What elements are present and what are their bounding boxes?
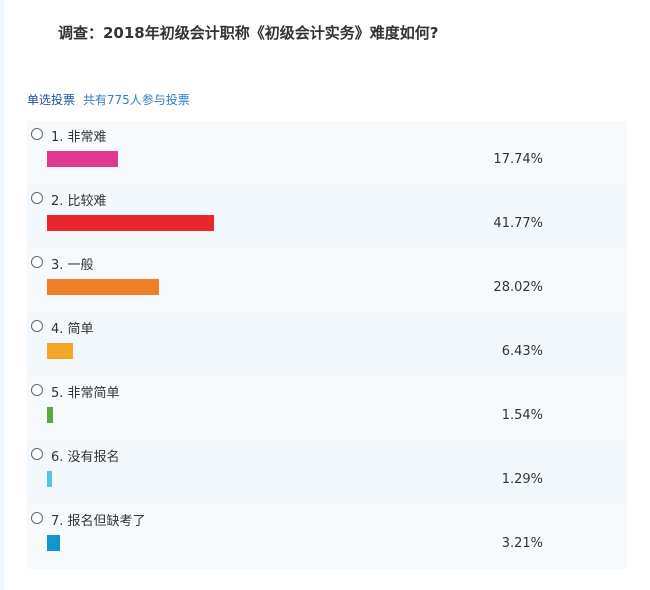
- poll-option-7[interactable]: 7. 报名但缺考了 3.21%: [27, 505, 627, 569]
- option-label: 3. 一般: [51, 258, 94, 273]
- option-percent: 28.02%: [493, 280, 543, 295]
- poll-option-1[interactable]: 1. 非常难 17.74%: [27, 121, 627, 185]
- option-percent: 1.29%: [501, 472, 543, 487]
- option-bar: [47, 215, 214, 231]
- option-bar: [47, 535, 60, 551]
- radio-button[interactable]: [31, 448, 43, 460]
- option-percent: 3.21%: [501, 536, 543, 551]
- radio-button[interactable]: [31, 128, 43, 140]
- poll-option-6[interactable]: 6. 没有报名 1.29%: [27, 441, 627, 505]
- option-percent: 1.54%: [501, 408, 543, 423]
- poll-option-2[interactable]: 2. 比较难 41.77%: [27, 185, 627, 249]
- poll-kind: 单选投票: [27, 93, 76, 107]
- option-bar: [47, 151, 118, 167]
- option-bar: [47, 407, 53, 423]
- poll-option-4[interactable]: 4. 简单 6.43%: [27, 313, 627, 377]
- option-label: 5. 非常简单: [51, 386, 120, 401]
- radio-button[interactable]: [31, 192, 43, 204]
- option-label: 7. 报名但缺考了: [51, 514, 146, 529]
- poll-options: 1. 非常难 17.74% 2. 比较难 41.77% 3. 一般 28.02%…: [27, 121, 627, 569]
- poll-option-3[interactable]: 3. 一般 28.02%: [27, 249, 627, 313]
- left-edge-strip: [0, 0, 4, 590]
- option-percent: 6.43%: [501, 344, 543, 359]
- radio-button[interactable]: [31, 320, 43, 332]
- radio-button[interactable]: [31, 512, 43, 524]
- option-label: 4. 简单: [51, 322, 94, 337]
- option-label: 2. 比较难: [51, 194, 107, 209]
- option-bar: [47, 471, 52, 487]
- poll-option-5[interactable]: 5. 非常简单 1.54%: [27, 377, 627, 441]
- poll-meta: 单选投票 共有775人参与投票: [27, 91, 190, 108]
- radio-button[interactable]: [31, 256, 43, 268]
- option-bar: [47, 279, 159, 295]
- poll-participants: 共有775人参与投票: [82, 93, 190, 107]
- option-label: 1. 非常难: [51, 130, 107, 145]
- radio-button[interactable]: [31, 384, 43, 396]
- poll-title: 调查：2018年初级会计职称《初级会计实务》难度如何?: [58, 24, 439, 42]
- option-label: 6. 没有报名: [51, 450, 120, 465]
- option-percent: 17.74%: [493, 152, 543, 167]
- option-bar: [47, 343, 73, 359]
- option-percent: 41.77%: [493, 216, 543, 231]
